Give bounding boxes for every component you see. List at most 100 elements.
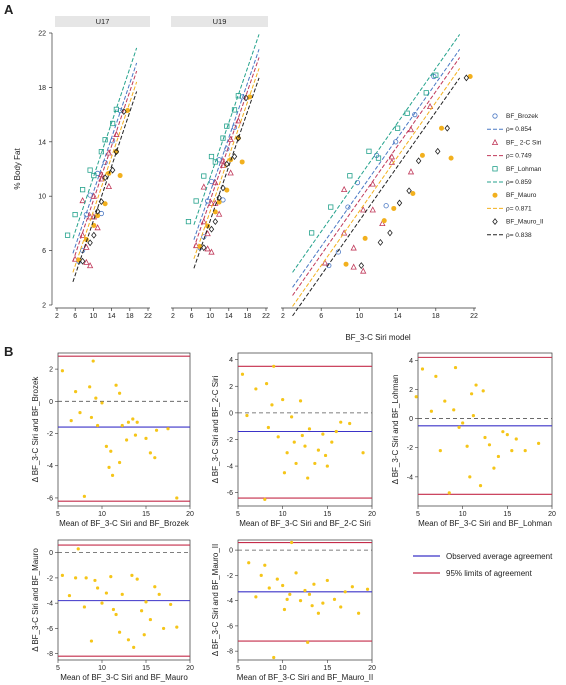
data-point <box>86 213 94 220</box>
legend-entry: BF_Mauro <box>506 192 537 199</box>
data-point <box>407 126 415 133</box>
data-point <box>104 591 108 595</box>
data-point <box>148 617 152 622</box>
data-point <box>95 213 101 219</box>
data-point <box>294 461 298 466</box>
data-point <box>396 199 403 207</box>
data-point <box>303 444 307 448</box>
data-point <box>231 153 238 160</box>
y-tick-label: -4 <box>227 464 233 471</box>
data-point <box>375 155 382 161</box>
data-point <box>298 599 303 603</box>
y-axis-label: Δ BF_3-C Siri and BF_Brozek <box>31 376 40 483</box>
data-point <box>426 102 434 110</box>
y-tick-label: -2 <box>407 445 413 452</box>
x-tick-label: 20 <box>186 665 194 672</box>
data-point <box>166 427 170 431</box>
legend-entry: BF_Lohman <box>506 166 542 173</box>
x-tick-label: 15 <box>142 665 150 672</box>
data-point <box>444 124 450 132</box>
y-tick-label: 6 <box>42 248 46 255</box>
data-point <box>192 242 200 249</box>
x-tick-label: 22 <box>144 313 152 320</box>
legend-marker <box>492 166 498 172</box>
y-tick-label: -8 <box>227 649 233 656</box>
data-point <box>102 201 108 207</box>
y-tick-label: 0 <box>229 410 233 417</box>
data-point <box>102 159 108 166</box>
data-point <box>492 466 496 470</box>
x-tick-label: 10 <box>90 313 98 320</box>
data-point <box>135 420 139 424</box>
data-point <box>406 187 412 195</box>
data-point <box>132 645 136 649</box>
data-point <box>281 397 285 402</box>
data-point <box>69 419 73 423</box>
regression-line <box>193 49 260 240</box>
data-point <box>113 148 120 156</box>
data-point <box>96 423 100 428</box>
y-tick-label: -4 <box>47 463 53 470</box>
x-tick-label: 15 <box>142 511 150 518</box>
data-point <box>254 387 258 391</box>
y-tick-label: -6 <box>47 626 53 633</box>
data-point <box>100 601 104 605</box>
y-tick-label: 0 <box>229 548 233 555</box>
data-point <box>339 420 343 424</box>
data-point <box>74 390 78 394</box>
panel-b-letter: B <box>4 344 13 359</box>
data-point <box>148 451 152 455</box>
data-point <box>71 255 79 262</box>
y-axis-label: % Body Fat <box>13 148 22 190</box>
legend-entry: ρ= 0.854 <box>506 126 532 133</box>
x-tick-label: 5 <box>236 665 240 672</box>
data-point <box>310 604 314 608</box>
data-point <box>239 159 245 165</box>
data-point <box>433 72 439 78</box>
data-point <box>144 436 148 440</box>
data-point <box>435 147 441 155</box>
data-point <box>270 403 274 407</box>
data-point <box>420 367 425 371</box>
x-tick-label: 10 <box>459 511 467 518</box>
x-tick-label: 10 <box>356 313 364 320</box>
data-point <box>220 135 226 141</box>
y-tick-label: 2 <box>409 387 413 394</box>
regression-line <box>193 77 260 269</box>
legend-entry: BF_Mauro_II <box>506 219 544 226</box>
data-point <box>321 259 329 266</box>
data-point <box>125 438 129 442</box>
x-tick-label: 10 <box>98 665 106 672</box>
data-point <box>285 597 289 601</box>
x-axis-label: Mean of BF_3-C Siri and BF_2-C Siri <box>239 519 371 528</box>
data-point <box>120 423 124 428</box>
data-point <box>224 123 230 129</box>
data-point <box>154 428 159 432</box>
data-point <box>82 605 86 609</box>
data-point <box>483 435 487 440</box>
facet-strip <box>55 16 150 27</box>
data-point <box>212 218 219 226</box>
data-point <box>345 204 351 210</box>
data-point <box>157 592 161 596</box>
data-point <box>205 223 211 229</box>
y-tick-label: 2 <box>229 384 233 391</box>
data-point <box>254 595 258 599</box>
regression-line <box>72 91 138 283</box>
data-point <box>219 157 227 164</box>
regression-line <box>193 68 260 259</box>
data-point <box>263 497 267 501</box>
data-point <box>212 159 218 165</box>
data-point <box>94 224 101 231</box>
data-point <box>175 496 179 500</box>
panel-a-letter: A <box>4 2 14 17</box>
x-tick-label: 15 <box>323 665 331 672</box>
data-point <box>111 607 116 612</box>
data-point <box>76 547 80 551</box>
data-point <box>162 626 166 631</box>
y-tick-label: -4 <box>227 598 233 605</box>
data-point <box>388 158 396 165</box>
x-tick-label: 20 <box>186 511 194 518</box>
data-point <box>98 210 104 217</box>
data-point <box>388 153 396 160</box>
